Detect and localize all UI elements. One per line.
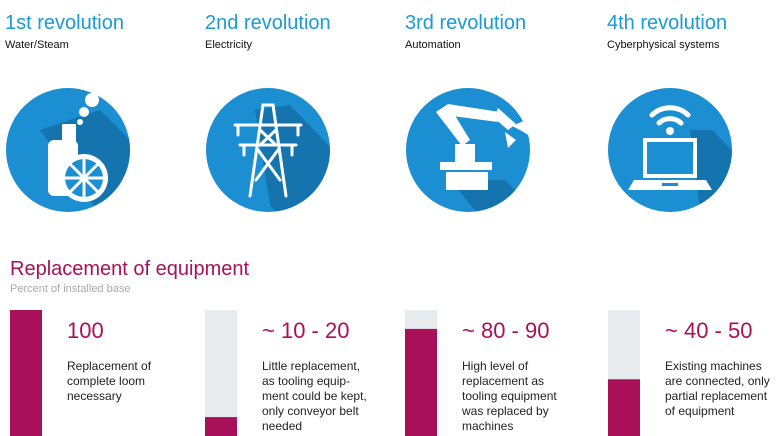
- description: replacement as: [462, 374, 544, 388]
- revolution-subtitle: Water/Steam: [5, 39, 69, 51]
- icon-robot: [406, 88, 530, 212]
- description: Little replacement,: [262, 359, 360, 373]
- description: Existing machines: [665, 359, 762, 373]
- description: machines: [462, 419, 513, 433]
- value-label: ~ 10 - 20: [262, 318, 349, 343]
- bar-background: [205, 310, 237, 436]
- icon-steam: [6, 88, 130, 212]
- description: tooling equipment: [462, 389, 557, 403]
- bar: [205, 417, 237, 436]
- value-label: ~ 40 - 50: [665, 318, 752, 343]
- description: are connected, only: [665, 374, 770, 388]
- description: as tooling equip-: [262, 374, 350, 388]
- value-label: 100: [67, 318, 104, 343]
- revolution-title: 1st revolution: [5, 12, 124, 34]
- value-label: ~ 80 - 90: [462, 318, 549, 343]
- section-subtitle: Percent of installed base: [10, 283, 130, 295]
- section-title: Replacement of equipment: [10, 258, 249, 280]
- description: High level of: [462, 359, 529, 373]
- revolution-title: 4th revolution: [607, 12, 727, 34]
- revolution-subtitle: Electricity: [205, 39, 253, 51]
- description: complete loom: [67, 374, 145, 388]
- revolution-title: 2nd revolution: [205, 12, 331, 34]
- description: was replaced by: [461, 404, 549, 418]
- bar: [405, 328, 437, 436]
- revolution-subtitle: Cyberphysical systems: [607, 39, 720, 51]
- revolution-title: 3rd revolution: [405, 12, 526, 34]
- description: of equipment: [665, 404, 735, 418]
- description: ment could be kept,: [262, 389, 367, 403]
- description: only conveyor belt: [262, 404, 359, 418]
- description: partial replacement: [665, 389, 768, 403]
- icon-pylon: [206, 88, 330, 212]
- icon-laptop: [608, 88, 732, 212]
- bar: [10, 310, 42, 436]
- description: necessary: [67, 389, 122, 403]
- revolution-subtitle: Automation: [405, 39, 461, 51]
- description: Replacement of: [67, 359, 152, 373]
- bar: [608, 379, 640, 436]
- description: needed: [262, 419, 302, 433]
